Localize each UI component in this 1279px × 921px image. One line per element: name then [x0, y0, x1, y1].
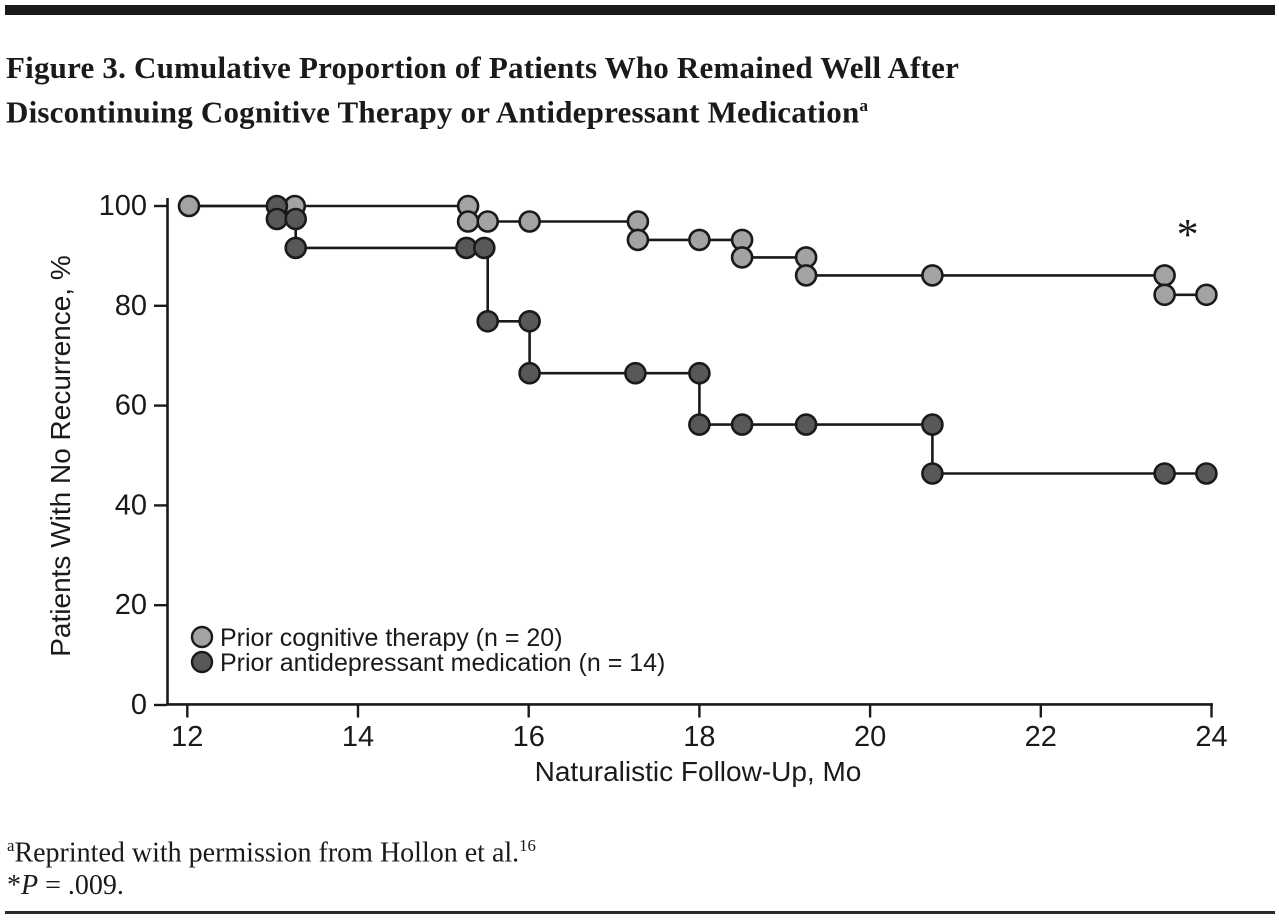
footnote-reprint-marker: a	[7, 836, 15, 855]
x-axis-title: Naturalistic Follow-Up, Mo	[535, 756, 862, 787]
data-point-marker	[730, 413, 754, 436]
y-tick-label: 20	[115, 589, 147, 621]
data-point-marker	[730, 246, 754, 269]
x-tick-label: 14	[342, 721, 374, 753]
data-point-marker	[794, 413, 818, 436]
significance-asterisk: *	[1177, 210, 1199, 259]
data-point-marker	[177, 194, 201, 218]
y-tick-label: 60	[115, 390, 147, 422]
footnote-pvalue-variable: P	[21, 870, 39, 901]
x-axis-ticks: 12 14 16 18 20 22 24	[171, 705, 1228, 753]
footnote-pvalue-star: *	[7, 870, 21, 901]
figure-title-line1: Figure 3. Cumulative Proportion of Patie…	[6, 50, 960, 85]
data-point-marker	[1195, 283, 1218, 307]
data-point-marker	[518, 309, 541, 333]
data-point-marker	[1195, 462, 1218, 485]
data-point-marker	[476, 210, 500, 233]
legend-marker-0	[190, 625, 214, 649]
legend: Prior cognitive therapy (n = 20)Prior an…	[190, 624, 665, 677]
data-point-marker	[688, 413, 711, 436]
axes	[166, 198, 1213, 706]
footnote-reprint: aReprinted with permission from Hollon e…	[7, 836, 536, 869]
data-point-marker	[284, 236, 308, 260]
footnote-pvalue-value: = .009.	[38, 870, 124, 901]
data-point-marker	[626, 228, 650, 252]
data-point-marker	[921, 413, 944, 436]
figure-title-line2-text: Discontinuing Cognitive Therapy or Antid…	[6, 93, 860, 129]
data-point-marker	[794, 264, 818, 287]
legend-label-1: Prior antidepressant medication (n = 14)	[220, 649, 665, 677]
data-point-marker	[518, 210, 541, 233]
data-point-marker	[921, 264, 944, 287]
series-markers-0	[177, 194, 1218, 307]
data-point-marker	[472, 236, 496, 260]
series-markers-1	[265, 194, 1218, 485]
data-point-marker	[284, 207, 308, 231]
data-point-marker	[921, 462, 944, 485]
data-point-marker	[518, 361, 541, 385]
footnote-reprint-text: Reprinted with permission from Hollon et…	[14, 837, 520, 869]
legend-label-0: Prior cognitive therapy (n = 20)	[220, 624, 563, 652]
top-rule	[5, 5, 1275, 15]
y-tick-label: 0	[131, 689, 147, 721]
x-tick-label: 22	[1025, 721, 1057, 753]
x-tick-label: 24	[1195, 721, 1227, 753]
x-tick-label: 20	[854, 721, 886, 753]
data-point-marker	[688, 228, 711, 252]
data-point-marker	[265, 207, 289, 231]
data-point-marker	[1153, 462, 1176, 485]
data-point-marker	[456, 210, 480, 233]
y-tick-label: 80	[115, 290, 147, 322]
y-axis-title: Patients With No Recurrence, %	[45, 255, 76, 657]
x-tick-label: 16	[513, 721, 545, 753]
x-tick-label: 18	[683, 721, 715, 753]
data-point-marker	[476, 309, 500, 333]
data-point-marker	[624, 361, 647, 385]
y-tick-label: 40	[115, 489, 147, 521]
data-point-marker	[1153, 283, 1176, 307]
legend-marker-1	[190, 650, 214, 674]
footnote-pvalue: *P = .009.	[7, 870, 124, 902]
figure-title: Figure 3. Cumulative Proportion of Patie…	[6, 49, 959, 130]
data-point-marker	[688, 361, 711, 385]
figure-title-line2: Discontinuing Cognitive Therapy or Antid…	[6, 87, 959, 131]
data-point-marker	[626, 210, 650, 233]
y-axis-ticks: 0 20 40 60 80 100	[99, 190, 167, 721]
title-footnote-marker: a	[859, 95, 869, 115]
bottom-rule	[5, 911, 1275, 914]
x-tick-label: 12	[171, 721, 203, 753]
y-tick-label: 100	[99, 190, 147, 222]
data-point-marker	[1153, 264, 1176, 287]
footnote-reprint-ref: 16	[519, 836, 536, 855]
